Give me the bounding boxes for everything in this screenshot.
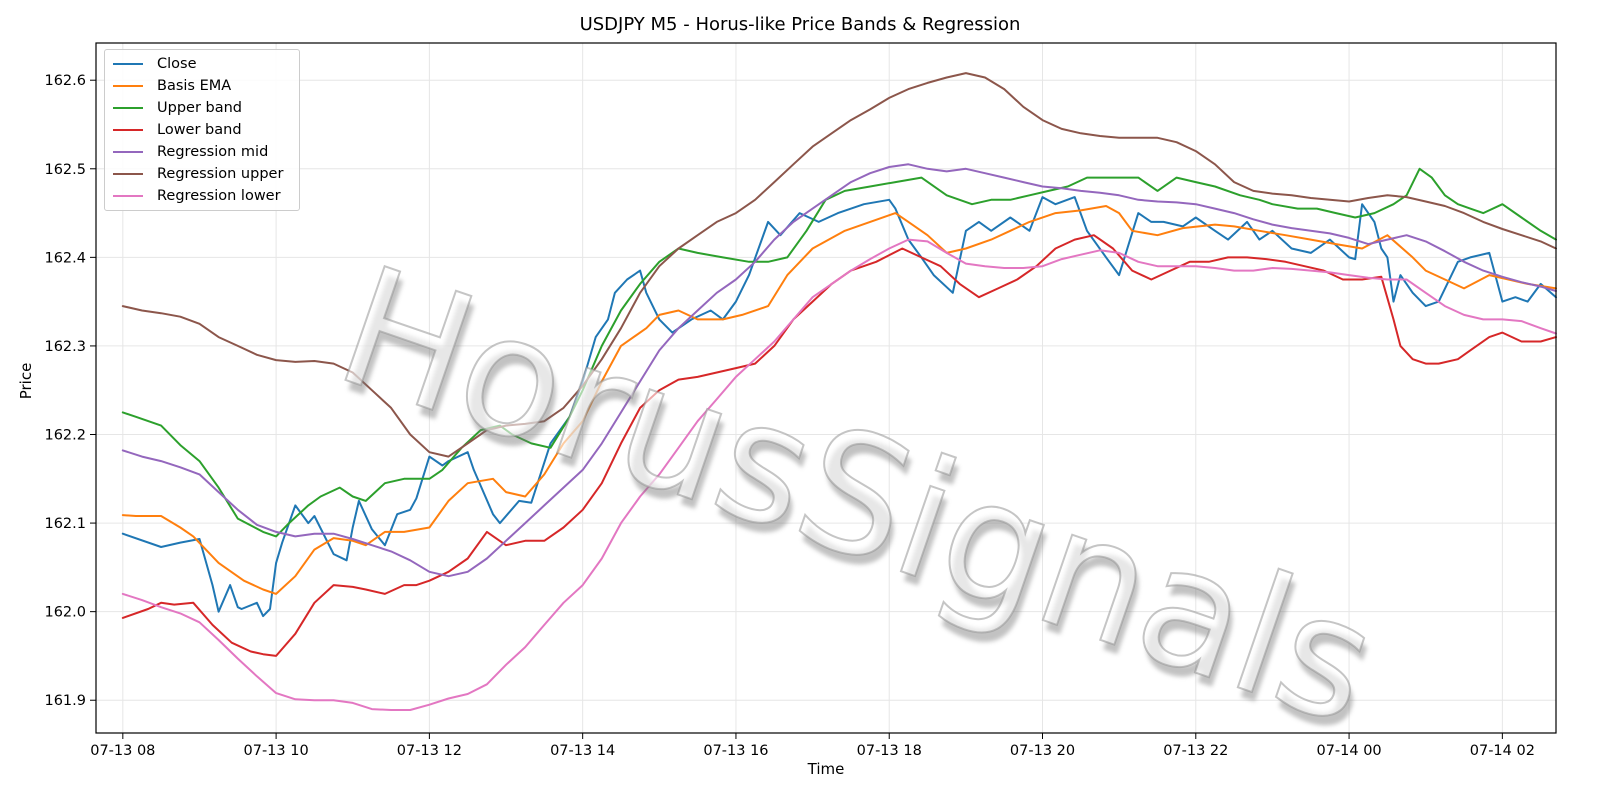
chart-title: USDJPY M5 - Horus-like Price Bands & Reg… <box>579 14 1021 35</box>
legend-label: Upper band <box>157 100 242 116</box>
legend-item-regression-lower: Regression lower <box>113 185 299 207</box>
series-line-lower-band <box>121 234 1557 657</box>
legend-swatch <box>113 173 143 175</box>
x-tick-label: 07-13 14 <box>550 743 615 759</box>
y-tick-label: 162.4 <box>44 250 86 266</box>
x-tick-label: 07-13 16 <box>703 743 768 759</box>
legend-label: Close <box>157 56 197 72</box>
y-tick-label: 162.5 <box>44 162 86 178</box>
y-axis-label: Price <box>17 362 35 400</box>
y-tick-label: 162.2 <box>44 428 86 444</box>
series-line-basis-ema <box>121 205 1557 595</box>
legend-label: Regression upper <box>157 166 284 182</box>
legend-label: Regression mid <box>157 144 269 160</box>
x-tick-label: 07-13 10 <box>244 743 309 759</box>
x-tick-label: 07-14 00 <box>1316 743 1381 759</box>
legend-swatch <box>113 107 143 109</box>
series-line-close <box>121 196 1557 618</box>
legend-swatch <box>113 63 143 65</box>
legend-label: Basis EMA <box>157 78 232 94</box>
legend-swatch <box>113 151 143 153</box>
y-tick-label: 162.6 <box>44 73 86 89</box>
x-tick-label: 07-14 02 <box>1470 743 1535 759</box>
x-tick-label: 07-13 18 <box>857 743 922 759</box>
legend-swatch <box>113 195 143 197</box>
legend-label: Lower band <box>157 122 242 138</box>
x-tick-label: 07-13 22 <box>1163 743 1228 759</box>
series-line-regression-upper <box>121 72 1557 458</box>
legend-swatch <box>113 129 143 131</box>
series-line-regression-lower <box>121 238 1557 711</box>
series-line-regression-mid <box>121 163 1557 578</box>
y-tick-label: 162.0 <box>44 605 86 621</box>
x-axis-label: Time <box>807 760 845 778</box>
y-tick-label: 162.1 <box>44 516 86 532</box>
x-tick-label: 07-13 12 <box>397 743 462 759</box>
legend-item-close: Close <box>113 53 299 75</box>
x-tick-label: 07-13 20 <box>1010 743 1075 759</box>
series-line-upper-band <box>121 167 1557 538</box>
plot-frame <box>95 42 1557 734</box>
axis-ticks: 07-13 08 07-13 10 07-13 12 07-13 14 07-13 16… <box>44 73 1534 759</box>
legend-item-basis-ema: Basis EMA <box>113 75 299 97</box>
grid-lines <box>96 43 1556 733</box>
legend-label: Regression lower <box>157 188 281 204</box>
series-lines <box>121 72 1557 711</box>
x-tick-label: 07-13 08 <box>90 743 155 759</box>
legend-item-regression-upper: Regression upper <box>113 163 299 185</box>
chart-legend: Close Basis EMA Upper band Lower band Regres… <box>104 49 300 211</box>
legend-item-lower-band: Lower band <box>113 119 299 141</box>
legend-swatch <box>113 85 143 87</box>
y-tick-label: 161.9 <box>44 693 86 709</box>
y-tick-label: 162.3 <box>44 339 86 355</box>
legend-item-regression-mid: Regression mid <box>113 141 299 163</box>
legend-item-upper-band: Upper band <box>113 97 299 119</box>
